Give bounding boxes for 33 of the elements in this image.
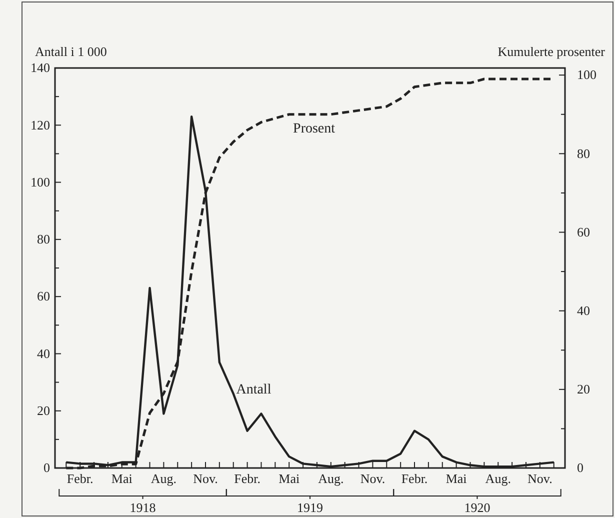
x-tick-label: Mai (446, 471, 468, 486)
y-tick-label: 40 (37, 346, 50, 361)
x-tick-label: Aug. (150, 471, 177, 486)
text: 1919 (297, 500, 323, 515)
x-tick-label: Febr. (66, 471, 94, 486)
x-tick-label: Nov. (193, 471, 218, 486)
x-tick-label: Febr. (234, 471, 260, 486)
series-label: Antall (236, 382, 272, 398)
y-tick-label: 80 (37, 232, 50, 247)
y-tick-label: 0 (44, 460, 50, 476)
y2-axis-title: Kumulerte prosenter (498, 44, 606, 59)
x-tick-label: Mai (111, 471, 133, 486)
y2-tick-label: 20 (577, 382, 590, 397)
y-axis-title: Antall i 1 000 (35, 44, 107, 59)
y-tick-label: 140 (30, 60, 50, 76)
text: 1918 (130, 500, 156, 515)
x-tick-label: Nov. (360, 471, 386, 486)
text: 1920 (464, 500, 490, 515)
y-tick-label: 120 (30, 117, 50, 132)
y2-tick-label: 60 (577, 224, 590, 240)
x-tick-label: Aug. (318, 471, 344, 486)
y-tick-label: 60 (37, 288, 50, 304)
y-tick-label: 20 (37, 403, 50, 418)
y2-tick-label: 100 (577, 67, 596, 82)
x-tick-label: Aug. (485, 471, 511, 486)
y2-tick-label: 80 (577, 146, 590, 161)
y2-tick-label: 0 (577, 460, 584, 476)
x-tick-label: Mai (278, 471, 300, 486)
y-tick-label: 100 (30, 174, 50, 190)
y2-tick-label: 40 (577, 302, 590, 318)
x-tick-label: Nov. (528, 471, 552, 486)
series-label: Prosent (293, 121, 336, 136)
x-tick-label: Febr. (401, 471, 428, 486)
